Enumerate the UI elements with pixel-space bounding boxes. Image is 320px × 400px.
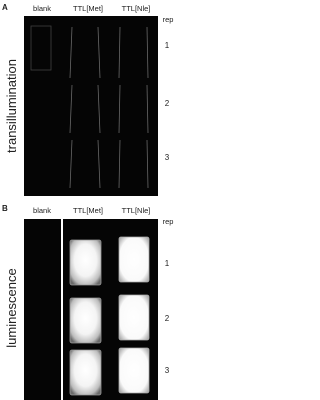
side-label: luminescence	[4, 268, 19, 348]
column-header: TTL[Nle]	[122, 206, 151, 215]
panel-a: A blank TTL[Met] TTL[Nle] rep 1 2 3 tran…	[2, 3, 173, 196]
column-header: TTL[Nle]	[122, 4, 151, 13]
column-header: blank	[33, 206, 51, 215]
luminescence-plates	[69, 236, 150, 396]
row-header: rep	[163, 217, 174, 226]
row-label: 1	[165, 41, 170, 50]
column-header: blank	[33, 4, 51, 13]
panel-label: B	[2, 204, 8, 213]
row-label: 2	[165, 314, 170, 323]
column-header: TTL[Met]	[73, 206, 103, 215]
row-header: rep	[163, 15, 174, 24]
figure: A blank TTL[Met] TTL[Nle] rep 1 2 3 tran…	[2, 3, 173, 400]
row-label: 3	[165, 153, 170, 162]
column-header: TTL[Met]	[73, 4, 103, 13]
panel-label: A	[2, 3, 8, 12]
image-area	[24, 219, 61, 400]
side-label: transillumination	[4, 59, 19, 153]
plate-outlines	[30, 25, 149, 189]
image-area	[24, 16, 158, 196]
row-label: 2	[165, 99, 170, 108]
panel-b: B blank TTL[Met] TTL[Nle] rep 1 2 3 lumi…	[2, 204, 173, 400]
row-label: 1	[165, 259, 170, 268]
row-label: 3	[165, 366, 170, 375]
